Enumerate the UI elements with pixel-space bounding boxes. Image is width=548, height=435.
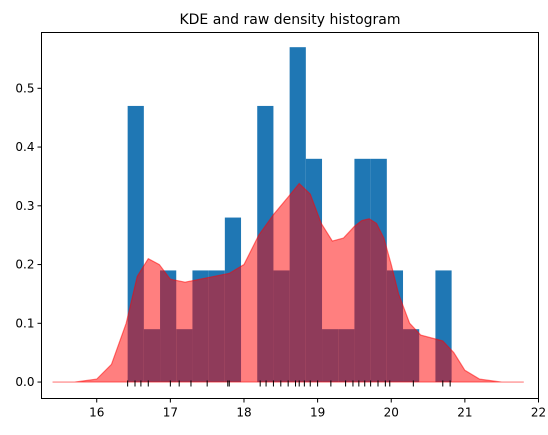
y-tick-label: 0.4 bbox=[15, 140, 34, 154]
x-axis: 16 17 18 19 20 21 22 bbox=[89, 398, 546, 420]
y-tick-label: 0.3 bbox=[15, 199, 34, 213]
y-tick-label: 0.2 bbox=[15, 258, 34, 272]
x-tick-label: 16 bbox=[89, 406, 104, 420]
x-tick-label: 20 bbox=[384, 406, 399, 420]
y-tick-label: 0.0 bbox=[15, 375, 34, 389]
x-tick-label: 22 bbox=[531, 406, 546, 420]
x-tick-label: 18 bbox=[236, 406, 251, 420]
y-tick-label: 0.5 bbox=[15, 81, 34, 95]
y-tick-label: 0.1 bbox=[15, 316, 34, 330]
chart-title: KDE and raw density histogram bbox=[179, 12, 400, 28]
x-tick-label: 19 bbox=[310, 406, 325, 420]
kde-curve bbox=[52, 182, 524, 383]
kde-area bbox=[52, 182, 524, 383]
rug-marks bbox=[127, 380, 451, 387]
x-tick-label: 17 bbox=[163, 406, 178, 420]
x-tick-label: 21 bbox=[457, 406, 472, 420]
y-axis: 0.0 0.1 0.2 0.3 0.4 0.5 bbox=[15, 81, 42, 389]
plot-frame bbox=[41, 32, 539, 399]
